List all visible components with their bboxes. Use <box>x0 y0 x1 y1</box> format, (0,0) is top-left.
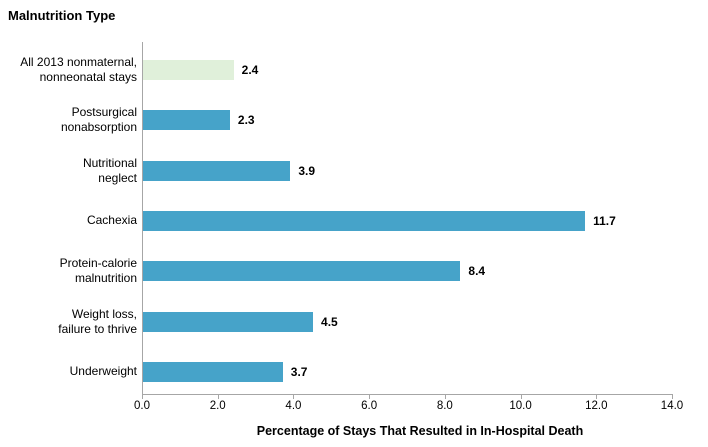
bar <box>143 361 283 382</box>
bar-row: Postsurgical nonabsorption 2.3 <box>0 95 672 145</box>
axis-tick <box>520 395 522 399</box>
axis-tick <box>142 395 143 399</box>
bar <box>143 160 291 181</box>
bar <box>143 210 586 231</box>
category-label: All 2013 nonmaternal, nonneonatal stays <box>20 55 137 85</box>
bar-area: 2.4 <box>143 45 672 95</box>
tick-label: 2.0 <box>209 400 226 412</box>
bar-row: Nutritional neglect 3.9 <box>0 146 672 196</box>
bar-row: Cachexia 11.7 <box>0 196 672 246</box>
value-label: 4.5 <box>321 314 338 329</box>
tick-label: 14.0 <box>660 400 684 412</box>
value-label: 11.7 <box>593 213 616 228</box>
category-label: Underweight <box>69 364 137 379</box>
chart-title: Malnutrition Type <box>8 8 116 23</box>
axis-tick <box>596 395 598 399</box>
tick-label: 10.0 <box>509 400 532 412</box>
category-label: Nutritional neglect <box>82 155 137 185</box>
value-label: 3.7 <box>290 364 308 379</box>
x-axis-line <box>142 394 673 395</box>
bar-area: 3.9 <box>143 146 672 196</box>
bar-rows: All 2013 nonmaternal, nonneonatal stays 2… <box>0 45 672 397</box>
bar-row: Weight loss, failure to thrive 4.5 <box>0 296 672 346</box>
axis-tick <box>217 395 219 399</box>
bar-row: Protein-calorie malnutrition 8.4 <box>0 246 672 296</box>
value-label: 2.3 <box>237 113 255 128</box>
tick-label: 8.0 <box>436 400 453 412</box>
tick-label: 6.0 <box>361 400 378 412</box>
x-axis-title: Percentage of Stays That Resulted in In-… <box>256 424 584 438</box>
tick-label: 0.0 <box>134 400 150 412</box>
bar <box>143 110 230 131</box>
bar-row: All 2013 nonmaternal, nonneonatal stays 2… <box>0 45 672 95</box>
tick-label: 4.0 <box>285 400 302 412</box>
bar-area: 11.7 <box>143 196 672 246</box>
axis-tick <box>444 395 446 399</box>
category-label: Protein-calorie malnutrition <box>59 256 137 286</box>
tick-label: 12.0 <box>585 400 608 412</box>
category-label: Postsurgical nonabsorption <box>60 105 137 135</box>
axis-tick <box>672 395 673 399</box>
axis-tick <box>293 395 295 399</box>
y-axis-line <box>142 42 143 395</box>
x-axis-tick-labels: 0.0 2.0 4.0 6.0 8.0 10.0 12.0 14.0 <box>134 400 683 414</box>
category-label: Cachexia <box>86 213 137 228</box>
bar-area: 4.5 <box>143 296 672 346</box>
bar <box>143 60 234 81</box>
bar-area: 8.4 <box>143 246 672 296</box>
value-label: 3.9 <box>298 163 316 178</box>
value-label: 2.4 <box>241 63 259 78</box>
category-label: Weight loss, failure to thrive <box>58 306 137 336</box>
bar-row: Underweight 3.7 <box>0 347 672 397</box>
x-axis-ticks <box>142 395 673 400</box>
axis-tick <box>369 395 371 399</box>
bar-area: 2.3 <box>143 95 672 145</box>
value-label: 8.4 <box>468 264 486 279</box>
bar <box>143 261 461 282</box>
bar <box>143 311 314 332</box>
bar-area: 3.7 <box>143 347 672 397</box>
